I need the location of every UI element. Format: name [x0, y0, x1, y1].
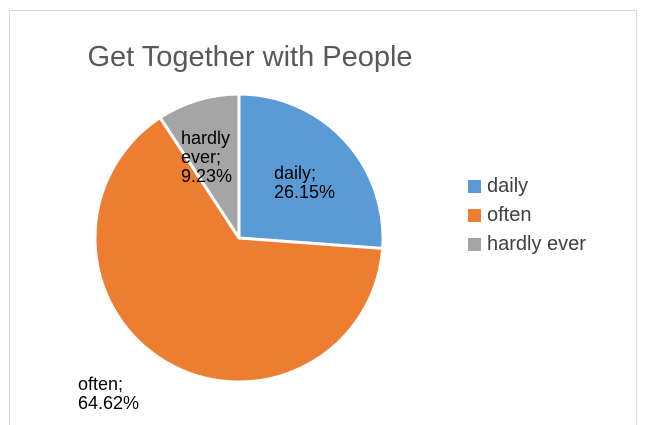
data-label-hardly-ever-value: 9.23%	[181, 166, 233, 186]
data-label-often: often; 64.62%	[78, 375, 139, 413]
legend-label-often: often	[487, 204, 532, 226]
data-label-hardly-ever-category-line2: ever;	[181, 147, 222, 167]
data-label-daily-category: daily;	[274, 163, 317, 183]
data-label-daily-value: 26.15%	[274, 182, 336, 202]
legend-item-daily: daily	[468, 172, 586, 201]
data-label-daily: daily; 26.15%	[274, 164, 335, 202]
pie-slice-hardly-ever	[158, 92, 241, 240]
legend-swatch-daily	[468, 180, 481, 193]
data-label-often-value: 64.62%	[78, 393, 140, 413]
pie-slice-daily	[237, 92, 385, 250]
data-label-hardly-ever: hardly ever; 9.23%	[181, 129, 232, 186]
legend-swatch-often	[468, 209, 481, 222]
legend-label-hardly-ever: hardly ever	[487, 233, 586, 255]
legend-swatch-hardly-ever	[468, 238, 481, 251]
legend-item-hardly-ever: hardly ever	[468, 230, 586, 259]
legend-label-daily: daily	[487, 175, 529, 197]
pie-slice-often	[93, 116, 385, 384]
legend-item-often: often	[468, 201, 586, 230]
chart-title: Get Together with People	[87, 41, 413, 73]
data-label-hardly-ever-category-line1: hardly	[181, 128, 231, 148]
data-label-often-category: often;	[78, 374, 124, 394]
legend: daily often hardly ever	[468, 172, 586, 259]
